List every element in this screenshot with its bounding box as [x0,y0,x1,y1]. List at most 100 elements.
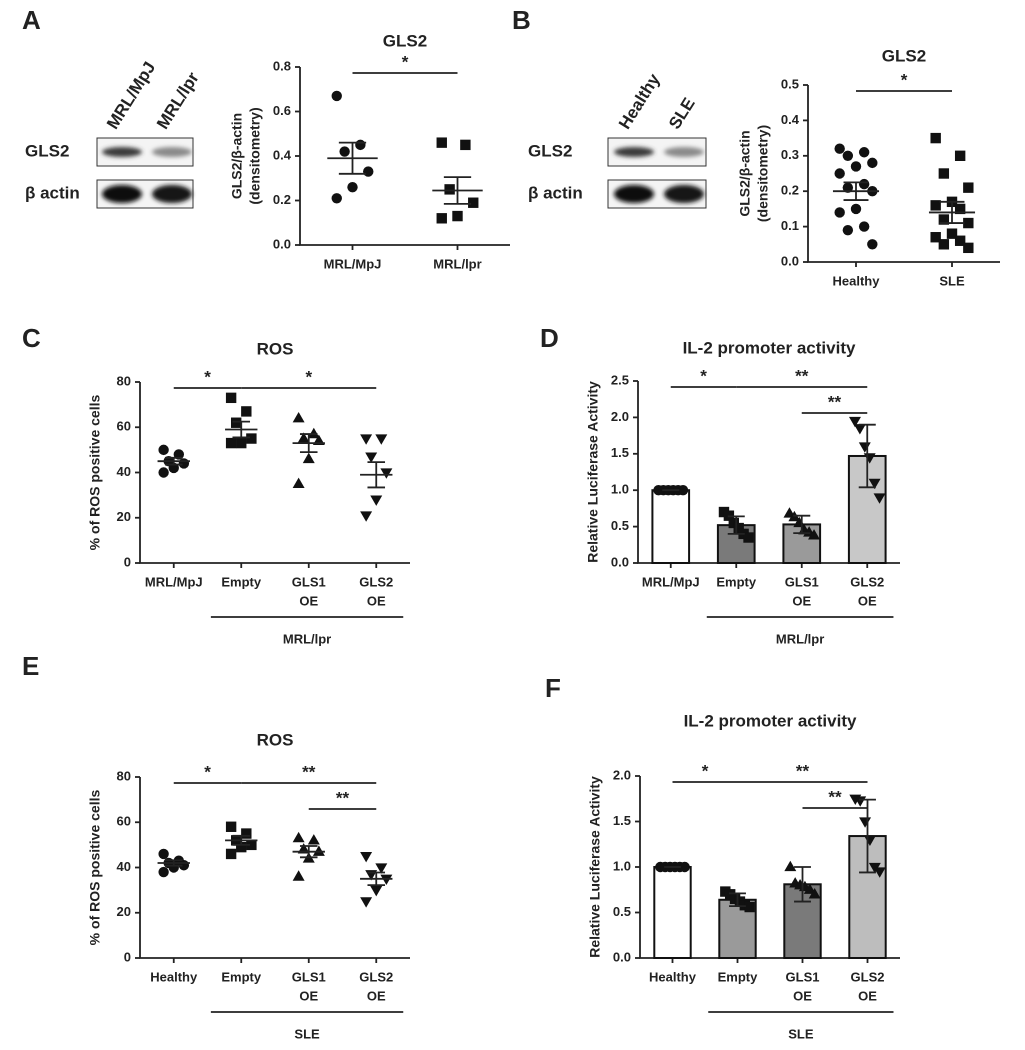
x-tick-label: MRL/lpr [433,256,481,271]
chart-title: GLS2 [882,46,926,65]
error-bar [793,514,811,535]
data-point [873,867,886,878]
data-point [307,834,320,845]
x-tick-label: Healthy [649,969,697,984]
bar [651,489,691,565]
lane-label: Healthy [615,70,664,133]
significance-label: * [204,367,211,386]
x-tick-label: OE [858,988,877,1003]
y-axis-label: Relative Luciferase Activity [585,381,601,563]
data-point [808,529,821,540]
x-tick-label: OE [299,593,318,608]
group-label: SLE [788,1026,814,1041]
blot-band [664,147,704,157]
data-point [848,416,861,428]
data-point [380,468,393,479]
blot-band [152,147,192,157]
x-tick-label: GLS2 [851,969,885,984]
x-tick-label: GLS2 [850,574,884,589]
y-tick-label: 0.6 [273,103,291,118]
data-point [158,866,169,878]
significance-label: ** [796,761,810,780]
bar [847,454,887,565]
y-tick-label: 0.2 [781,183,799,198]
data-point [834,143,845,154]
chart-title: IL-2 promoter activity [684,711,857,730]
data-point [312,845,325,856]
data-point [307,427,320,439]
blot-band [152,185,192,203]
x-tick-label: OE [299,988,318,1003]
y-axis-label: Relative Luciferase Activity [587,776,603,958]
y-tick-label: 0 [124,949,131,964]
chart-title: IL-2 promoter activity [683,338,856,357]
data-point [331,193,342,204]
x-tick-label: OE [792,593,811,608]
data-point [236,841,247,853]
x-tick-label: MRL/MpJ [145,574,203,589]
y-tick-label: 0.0 [611,554,629,569]
data-point [803,883,816,894]
data-point [375,863,388,874]
y-tick-label: 1.5 [611,445,629,460]
data-point [679,861,690,873]
data-point [225,848,237,860]
data-point [930,132,941,144]
data-point [853,424,866,435]
panel-letter: A [22,5,41,35]
data-point [360,511,373,522]
data-point [808,888,821,899]
y-tick-label: 1.0 [611,482,629,497]
x-tick-label: Empty [716,574,757,589]
data-point [370,885,383,897]
data-point [842,224,854,236]
data-point [230,417,242,428]
data-point [246,839,257,851]
data-point [859,817,872,828]
x-tick-label: MRL/MpJ [642,574,700,589]
data-point [225,821,237,832]
lane-label: SLE [665,94,699,132]
data-point [331,90,342,102]
panel-letter: E [22,651,39,681]
y-tick-label: 2.5 [611,372,629,387]
data-point [360,852,373,863]
y-tick-label: 0.4 [273,147,292,162]
y-axis-label: (densitometry) [247,107,263,204]
data-point [460,139,471,151]
y-tick-label: 40 [117,859,131,874]
data-point [842,150,854,161]
data-point [743,532,754,543]
group-label: SLE [294,1026,320,1041]
data-point [292,411,305,423]
data-point [733,522,744,534]
y-tick-label: 0.1 [781,218,799,233]
x-tick-label: OE [858,593,877,608]
data-point [834,207,845,218]
x-tick-label: GLS2 [359,969,393,984]
error-bar [727,515,745,535]
data-point [868,478,881,490]
x-tick-label: GLS2 [359,574,393,589]
data-point [834,168,845,179]
data-point [297,432,310,443]
y-tick-label: 0.2 [273,192,291,207]
data-point [867,157,878,169]
data-point [241,406,252,417]
y-tick-label: 20 [117,509,131,524]
y-tick-label: 1.0 [613,858,631,873]
error-bar [859,798,876,874]
blot-band [102,147,142,157]
data-point [365,452,378,463]
significance-label: * [700,366,707,385]
y-tick-label: 80 [117,373,131,388]
y-tick-label: 0.8 [273,58,291,73]
data-point [784,860,797,872]
data-point [347,181,358,193]
significance-label: * [901,70,908,89]
row-label: GLS2 [25,141,69,160]
axis-line [139,382,410,564]
x-tick-label: Empty [221,574,262,589]
x-tick-label: GLS1 [292,969,326,984]
